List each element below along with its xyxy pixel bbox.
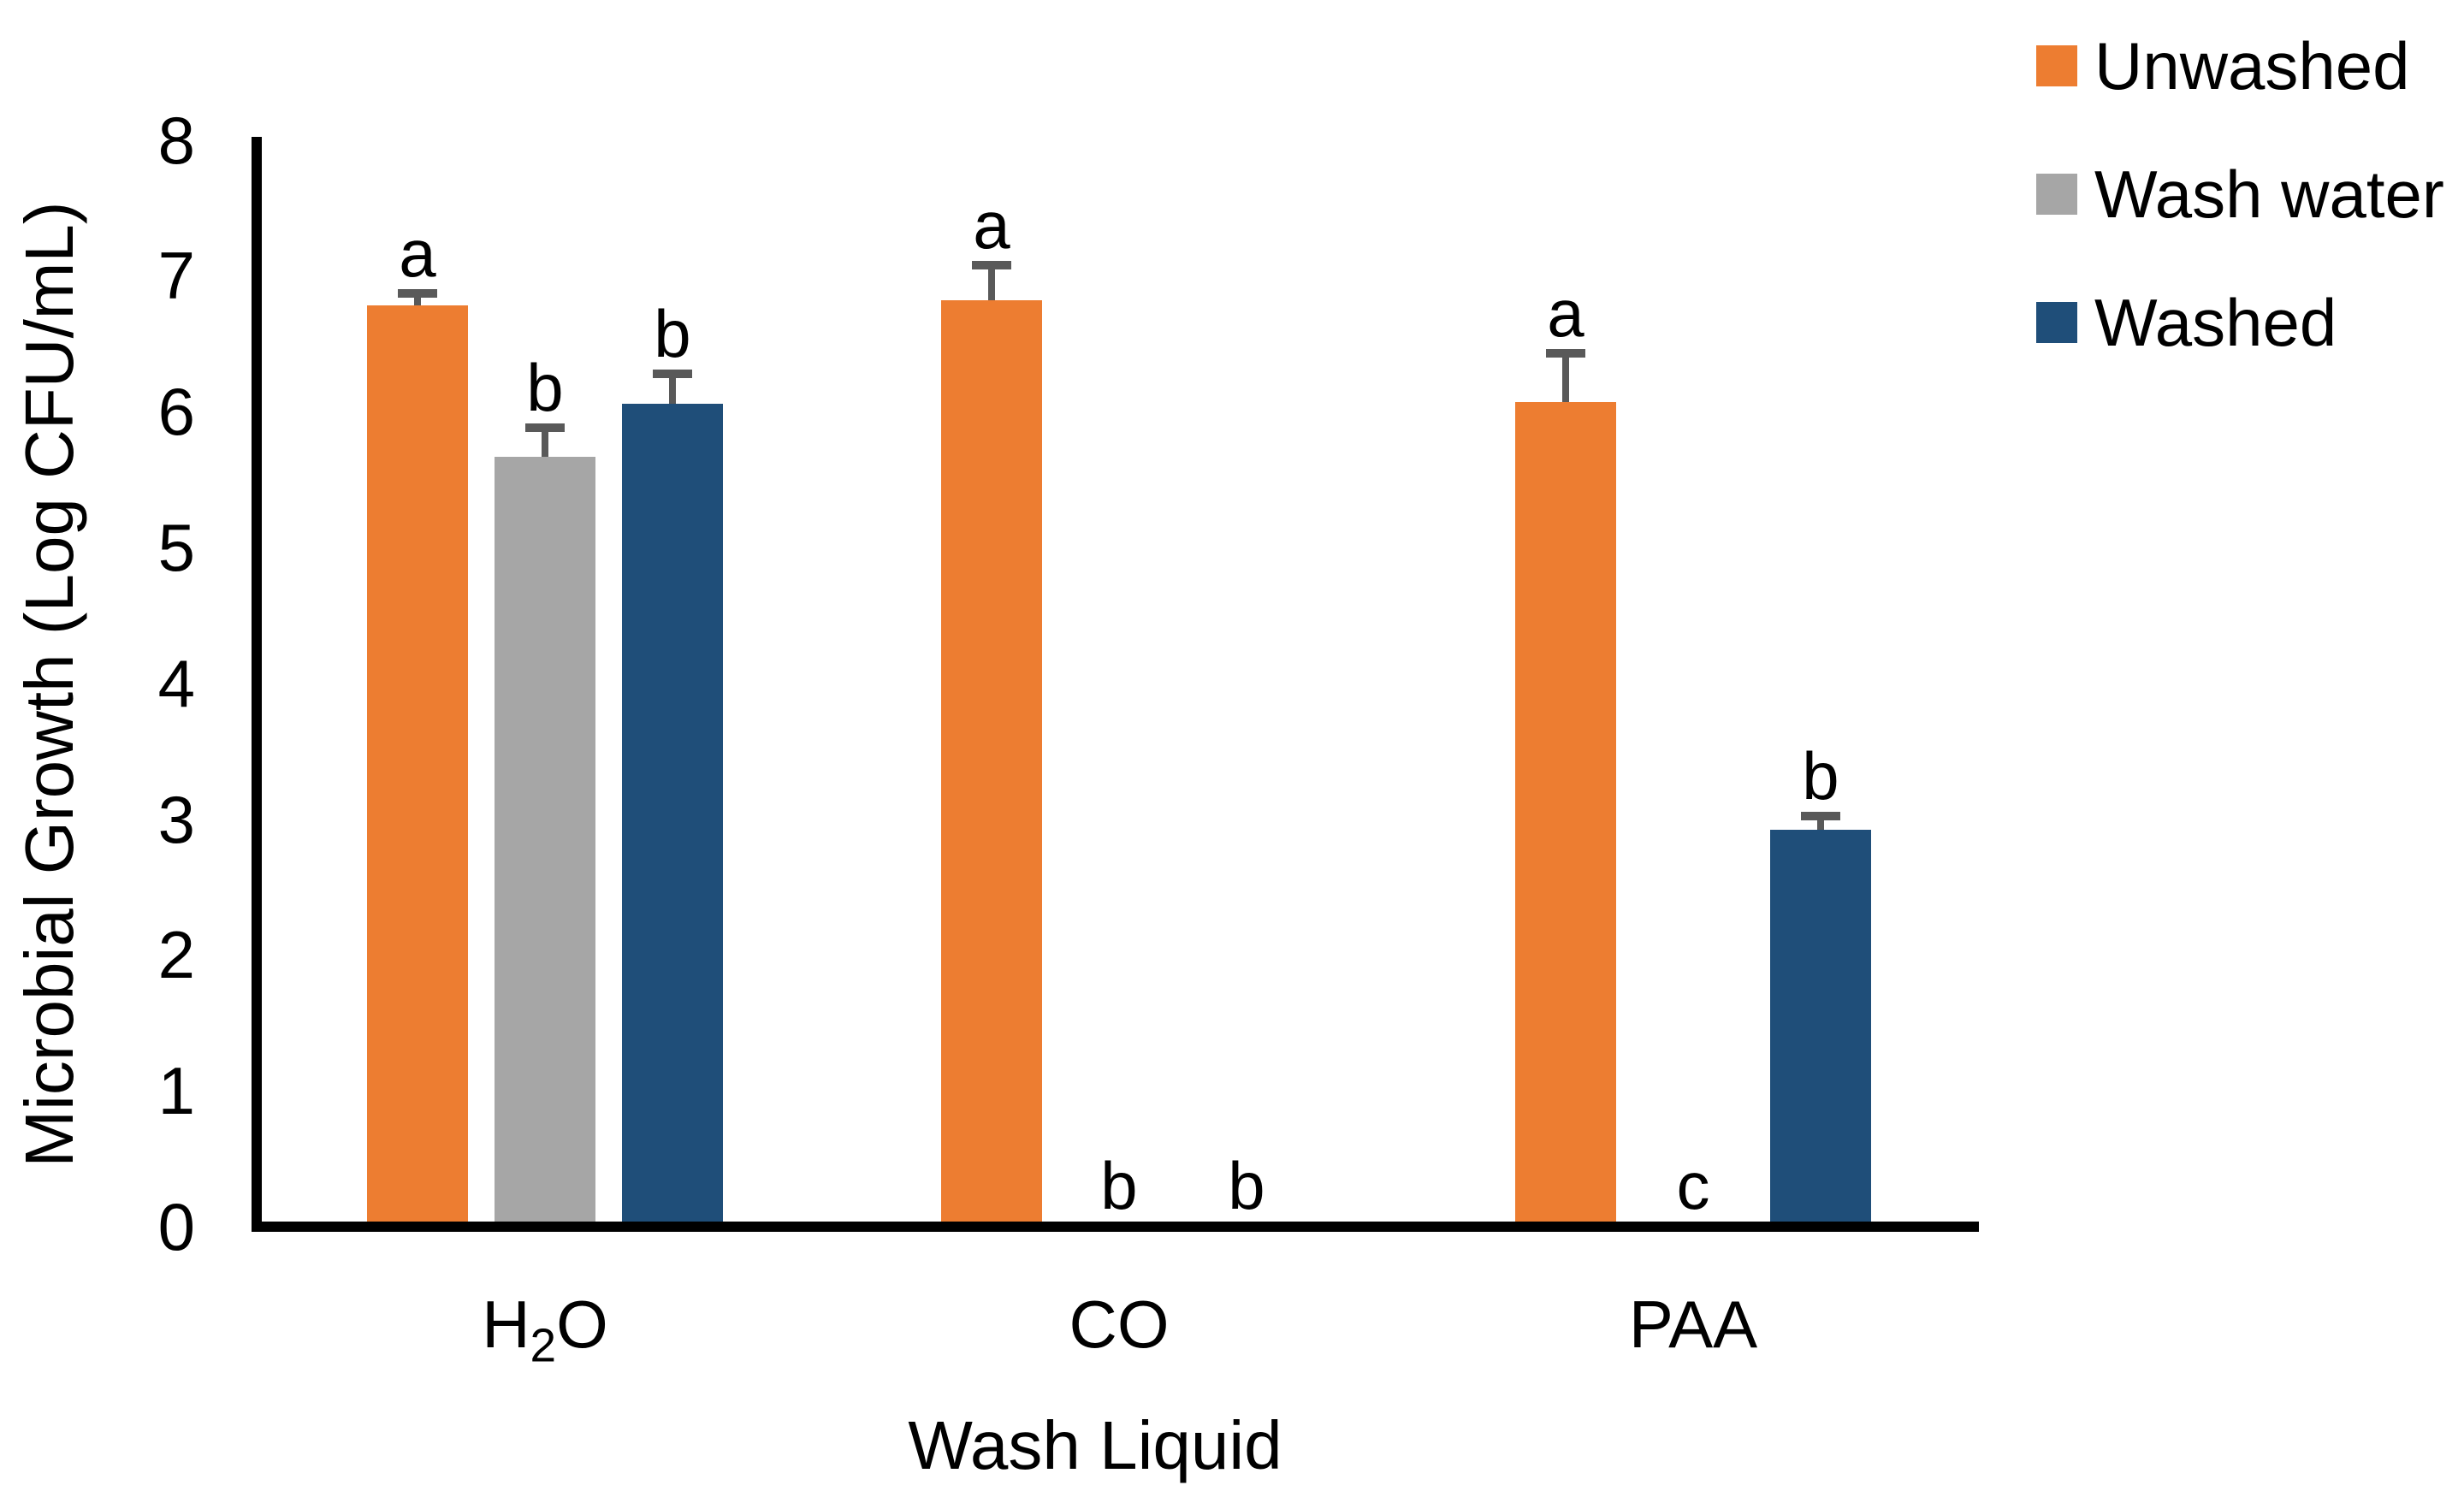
sig-letter-washed-co: b: [1228, 1148, 1265, 1223]
error-bar-cap-unwashed-co: [972, 260, 1011, 269]
y-tick-label-6: 6: [157, 374, 195, 450]
category-label-paa: PAA: [1628, 1287, 1758, 1362]
sig-letter-wash-water-h2o: b: [526, 350, 564, 426]
y-tick-label-0: 0: [157, 1189, 195, 1264]
legend-label-washed: Washed: [2094, 285, 2337, 360]
error-bar-whisker-washed-paa: [1817, 816, 1824, 831]
bar-unwashed-co: [941, 299, 1042, 1222]
sig-letter-washed-h2o: b: [654, 295, 691, 371]
x-axis-line: [252, 1222, 1979, 1232]
category-label-h2o: H2O: [482, 1287, 608, 1372]
bar-washed-paa: [1770, 830, 1871, 1222]
error-bar-whisker-unwashed-h2o: [414, 293, 421, 306]
legend-label-wash-water: Wash water: [2094, 157, 2444, 232]
bar-washed-h2o: [622, 403, 723, 1222]
legend-item-wash-water: Wash water: [2036, 161, 2444, 228]
error-bar-whisker-unwashed-paa: [1562, 352, 1569, 403]
sig-letter-wash-water-co: b: [1100, 1148, 1138, 1223]
error-bar-cap-washed-paa: [1801, 812, 1840, 821]
bar-wash-water-h2o: [495, 456, 595, 1222]
error-bar-cap-unwashed-h2o: [398, 289, 437, 299]
error-bar-whisker-wash-water-h2o: [542, 428, 548, 457]
legend-swatch-unwashed: [2036, 45, 2077, 86]
y-axis-title: Microbial Growth (Log CFU/mL): [11, 201, 87, 1168]
legend-item-unwashed: Unwashed: [2036, 33, 2410, 99]
error-bar-cap-wash-water-h2o: [525, 423, 565, 433]
sig-letter-unwashed-co: a: [973, 186, 1010, 263]
y-tick-label-5: 5: [157, 510, 195, 585]
y-tick-label-3: 3: [157, 781, 195, 857]
sig-letter-unwashed-h2o: a: [399, 216, 436, 292]
y-tick-label-8: 8: [157, 102, 195, 178]
y-axis-line: [252, 137, 262, 1232]
sig-letter-unwashed-paa: a: [1547, 275, 1584, 351]
error-bar-whisker-washed-h2o: [669, 373, 676, 404]
y-tick-label-4: 4: [157, 645, 195, 721]
error-bar-whisker-unwashed-co: [988, 264, 995, 300]
bar-unwashed-paa: [1515, 402, 1616, 1222]
category-label-co: CO: [1069, 1287, 1170, 1362]
error-bar-cap-washed-h2o: [653, 369, 692, 378]
bar-unwashed-h2o: [367, 305, 468, 1222]
legend-label-unwashed: Unwashed: [2094, 28, 2410, 104]
y-tick-label-2: 2: [157, 917, 195, 993]
legend-swatch-wash-water: [2036, 174, 2077, 215]
x-axis-title: Wash Liquid: [908, 1407, 1282, 1483]
legend-item-washed: Washed: [2036, 289, 2337, 356]
y-tick-label-1: 1: [157, 1053, 195, 1129]
y-tick-label-7: 7: [157, 238, 195, 314]
sig-letter-wash-water-paa: c: [1676, 1148, 1710, 1223]
error-bar-cap-unwashed-paa: [1546, 348, 1585, 358]
sig-letter-washed-paa: b: [1802, 738, 1839, 814]
legend-swatch-washed: [2036, 302, 2077, 343]
